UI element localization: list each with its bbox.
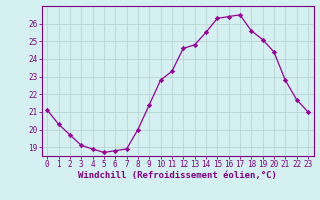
X-axis label: Windchill (Refroidissement éolien,°C): Windchill (Refroidissement éolien,°C) [78, 171, 277, 180]
